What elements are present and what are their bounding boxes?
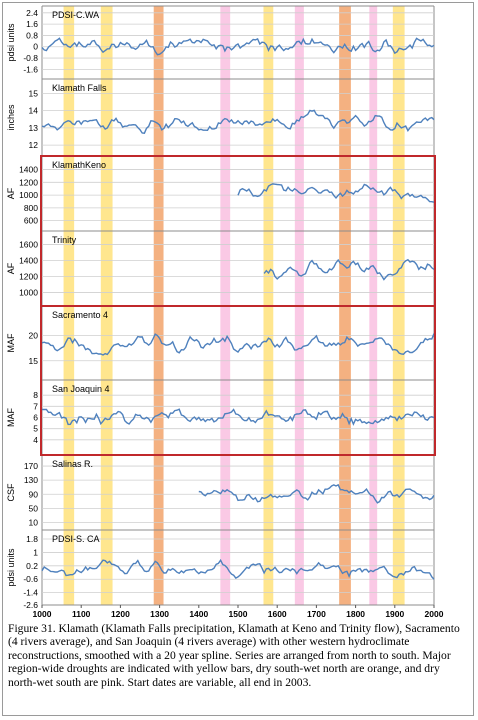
y-tick-label: 1400 bbox=[19, 256, 38, 266]
y-tick-label: 8 bbox=[33, 390, 38, 400]
y-tick-label: 4 bbox=[33, 435, 38, 445]
series-name: PDSI-S. CA bbox=[52, 534, 100, 544]
x-tick-label: 1400 bbox=[189, 609, 208, 619]
y-tick-label: -0.8 bbox=[23, 53, 38, 63]
series-line-4 bbox=[263, 258, 435, 281]
figure-caption: Figure 31. Klamath (Klamath Falls precip… bbox=[8, 622, 460, 689]
y-tick-label: -2.6 bbox=[23, 600, 38, 610]
series-line-1 bbox=[41, 37, 435, 56]
y-tick-label: 1 bbox=[33, 547, 38, 557]
x-tick-label: 1600 bbox=[268, 609, 287, 619]
y-tick-label: 1.6 bbox=[26, 19, 38, 29]
y-tick-label: 1200 bbox=[19, 177, 38, 187]
y-axis-label: inches bbox=[6, 104, 16, 131]
y-tick-label: 50 bbox=[29, 503, 39, 513]
y-tick-label: 130 bbox=[24, 475, 38, 485]
y-tick-label: 15 bbox=[29, 356, 39, 366]
y-tick-label: 1200 bbox=[19, 271, 38, 281]
series-name: San Joaquin 4 bbox=[52, 384, 110, 394]
y-tick-label: 6 bbox=[33, 413, 38, 423]
y-tick-label: 5 bbox=[33, 424, 38, 434]
x-tick-label: 1900 bbox=[385, 609, 404, 619]
y-tick-label: -1.6 bbox=[23, 64, 38, 74]
y-axis-label: AF bbox=[6, 262, 16, 274]
series-name: Trinity bbox=[52, 235, 77, 245]
y-axis-label: pdsi units bbox=[6, 548, 16, 587]
sac-sj-highlight-box bbox=[40, 305, 436, 456]
x-tick-label: 1000 bbox=[33, 609, 52, 619]
y-tick-label: 600 bbox=[24, 216, 38, 226]
series-name: Salinas R. bbox=[52, 459, 93, 469]
y-tick-label: 90 bbox=[29, 489, 39, 499]
series-name: PDSI-C.WA bbox=[52, 10, 99, 20]
series-line-5 bbox=[41, 333, 435, 356]
series-line-7 bbox=[198, 483, 435, 504]
x-tick-label: 1300 bbox=[150, 609, 169, 619]
y-tick-label: 1000 bbox=[19, 287, 38, 297]
series-line-3 bbox=[237, 183, 435, 203]
y-axis-label: MAF bbox=[6, 333, 16, 353]
y-tick-label: 15 bbox=[29, 88, 39, 98]
y-tick-label: 7 bbox=[33, 401, 38, 411]
y-tick-label: 1400 bbox=[19, 165, 38, 175]
y-axis-label: MAF bbox=[6, 408, 16, 428]
y-tick-label: 13 bbox=[29, 123, 39, 133]
x-tick-label: 1700 bbox=[307, 609, 326, 619]
series-line-6 bbox=[42, 408, 435, 426]
y-tick-label: 12 bbox=[29, 140, 39, 150]
series-line-8 bbox=[41, 558, 435, 580]
series-line-2 bbox=[41, 109, 435, 134]
y-axis-label: pdsi units bbox=[6, 23, 16, 62]
series-name: KlamathKeno bbox=[52, 160, 106, 170]
y-tick-label: 20 bbox=[29, 330, 39, 340]
series-name: Klamath Falls bbox=[52, 83, 107, 93]
y-tick-label: 170 bbox=[24, 461, 38, 471]
y-tick-label: 0.2 bbox=[26, 561, 38, 571]
y-tick-label: 0 bbox=[33, 42, 38, 52]
x-tick-label: 1800 bbox=[346, 609, 365, 619]
y-tick-label: 10 bbox=[29, 517, 39, 527]
x-tick-label: 1100 bbox=[72, 609, 91, 619]
y-tick-label: 1.8 bbox=[26, 534, 38, 544]
y-axis-label: CSF bbox=[6, 483, 16, 502]
x-tick-label: 1200 bbox=[111, 609, 130, 619]
figure-frame bbox=[2, 2, 474, 716]
y-axis-label: AF bbox=[6, 187, 16, 199]
x-tick-label: 1500 bbox=[229, 609, 248, 619]
y-tick-label: 1000 bbox=[19, 190, 38, 200]
y-tick-label: 14 bbox=[29, 106, 39, 116]
y-tick-label: -1.4 bbox=[23, 588, 38, 598]
x-tick-label: 2000 bbox=[425, 609, 444, 619]
y-tick-label: 0.8 bbox=[26, 30, 38, 40]
y-tick-label: 2.4 bbox=[26, 8, 38, 18]
y-tick-label: 1600 bbox=[19, 240, 38, 250]
y-tick-label: -0.6 bbox=[23, 574, 38, 584]
series-name: Sacramento 4 bbox=[52, 310, 108, 320]
y-tick-label: 800 bbox=[24, 203, 38, 213]
